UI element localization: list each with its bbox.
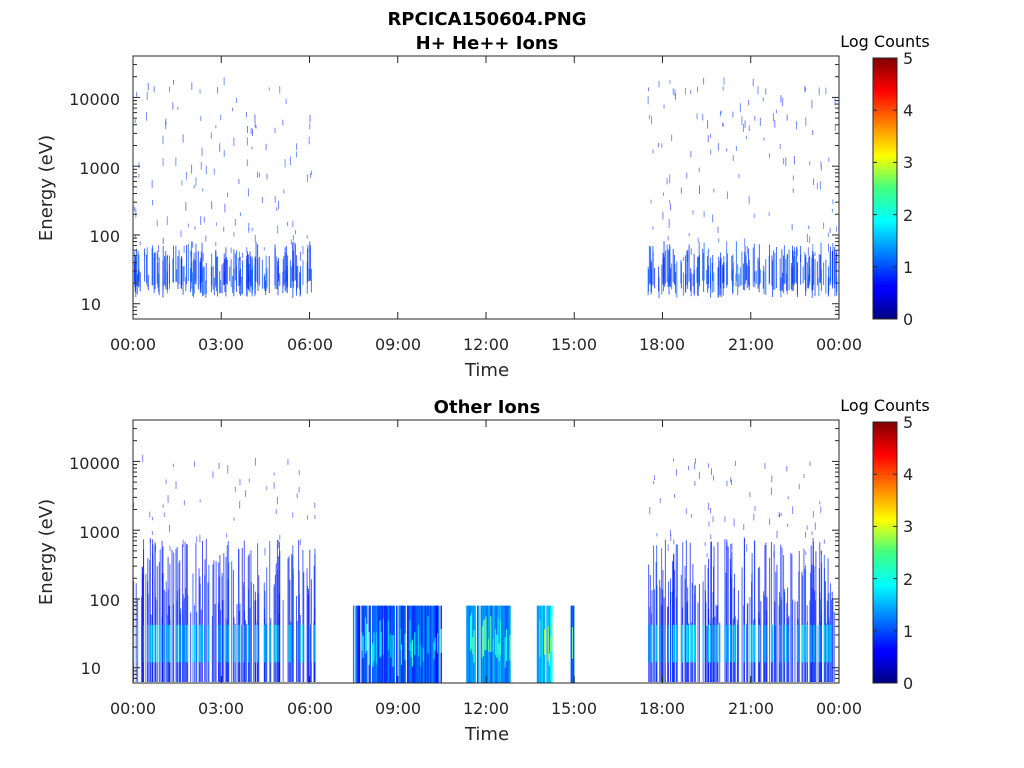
colorbar-tick-label: 5: [903, 413, 913, 432]
colorbar-ticks: [873, 421, 897, 684]
x-tick-label: 18:00: [639, 335, 685, 354]
x-tick-label: 06:00: [287, 699, 333, 718]
x-tick-label: 09:00: [375, 699, 421, 718]
y-tick-label: 10: [81, 295, 101, 314]
colorbar: Log Counts 0 1 2 3 4 5: [840, 32, 930, 329]
plot-data: [133, 454, 835, 683]
y-tick-label: 1000: [79, 523, 120, 542]
x-tick-label: 06:00: [287, 335, 333, 354]
colorbar-tick-label: 5: [903, 49, 913, 68]
colorbar-label: Log Counts: [840, 32, 930, 51]
colorbar-tick-label: 1: [903, 622, 913, 641]
y-tick-label: 100: [89, 591, 120, 610]
x-tick-label: 12:00: [463, 335, 509, 354]
axis-ticks: [132, 419, 840, 684]
x-tick-labels: 00:00 03:00 06:00 09:00 12:00 15:00 18:0…: [110, 335, 862, 354]
colorbar-tick-label: 0: [903, 674, 913, 693]
colorbar-tick-label: 2: [903, 570, 913, 589]
y-tick-label: 10: [81, 659, 101, 678]
colorbar-tick-label: 1: [903, 258, 913, 277]
axis-ticks: [132, 55, 840, 320]
x-tick-label: 21:00: [728, 335, 774, 354]
figure-title: RPCICA150604.PNG: [387, 9, 586, 30]
x-tick-labels: 00:00 03:00 06:00 09:00 12:00 15:00 18:0…: [110, 699, 862, 718]
x-tick-label: 00:00: [110, 699, 156, 718]
panel-other: Other Ions 00:00 03:00 06:00 09:00 12:00…: [36, 396, 930, 745]
colorbar-tick-label: 4: [903, 101, 913, 120]
colorbar-tick-label: 3: [903, 517, 913, 536]
x-tick-label: 03:00: [198, 335, 244, 354]
x-axis-label: Time: [464, 360, 509, 381]
panel-title: Other Ions: [434, 397, 541, 418]
y-tick-labels: 10 100 1000 10000: [69, 454, 120, 678]
y-tick-label: 1000: [79, 159, 120, 178]
x-tick-label: 15:00: [551, 335, 597, 354]
y-tick-label: 100: [89, 227, 120, 246]
x-tick-label: 00:00: [816, 699, 862, 718]
x-tick-label: 03:00: [198, 699, 244, 718]
colorbar-label: Log Counts: [840, 396, 930, 415]
colorbar-gradient: [872, 57, 898, 320]
x-tick-label: 09:00: [375, 335, 421, 354]
colorbar-tick-label: 0: [903, 310, 913, 329]
x-tick-label: 18:00: [639, 699, 685, 718]
panel-hplus: H+ He++ Ions 00:00 03:00 06:00 09:00 12:…: [36, 32, 930, 381]
x-tick-label: 15:00: [551, 699, 597, 718]
y-tick-label: 10000: [69, 454, 120, 473]
colorbar-tick-label: 2: [903, 206, 913, 225]
plot-data: [133, 77, 838, 299]
x-tick-label: 00:00: [816, 335, 862, 354]
y-tick-labels: 10 100 1000 10000: [69, 90, 120, 314]
panel-title: H+ He++ Ions: [416, 33, 559, 54]
x-tick-label: 21:00: [728, 699, 774, 718]
colorbar-tick-label: 4: [903, 465, 913, 484]
y-axis-label: Energy (eV): [36, 499, 57, 605]
y-axis-label: Energy (eV): [36, 135, 57, 241]
x-tick-label: 00:00: [110, 335, 156, 354]
colorbar: Log Counts 0 1 2 3 4 5: [840, 396, 930, 693]
colorbar-tick-label: 3: [903, 153, 913, 172]
x-tick-label: 12:00: [463, 699, 509, 718]
colorbar-ticks: [873, 57, 897, 320]
y-tick-label: 10000: [69, 90, 120, 109]
x-axis-label: Time: [464, 724, 509, 745]
colorbar-gradient: [872, 421, 898, 684]
